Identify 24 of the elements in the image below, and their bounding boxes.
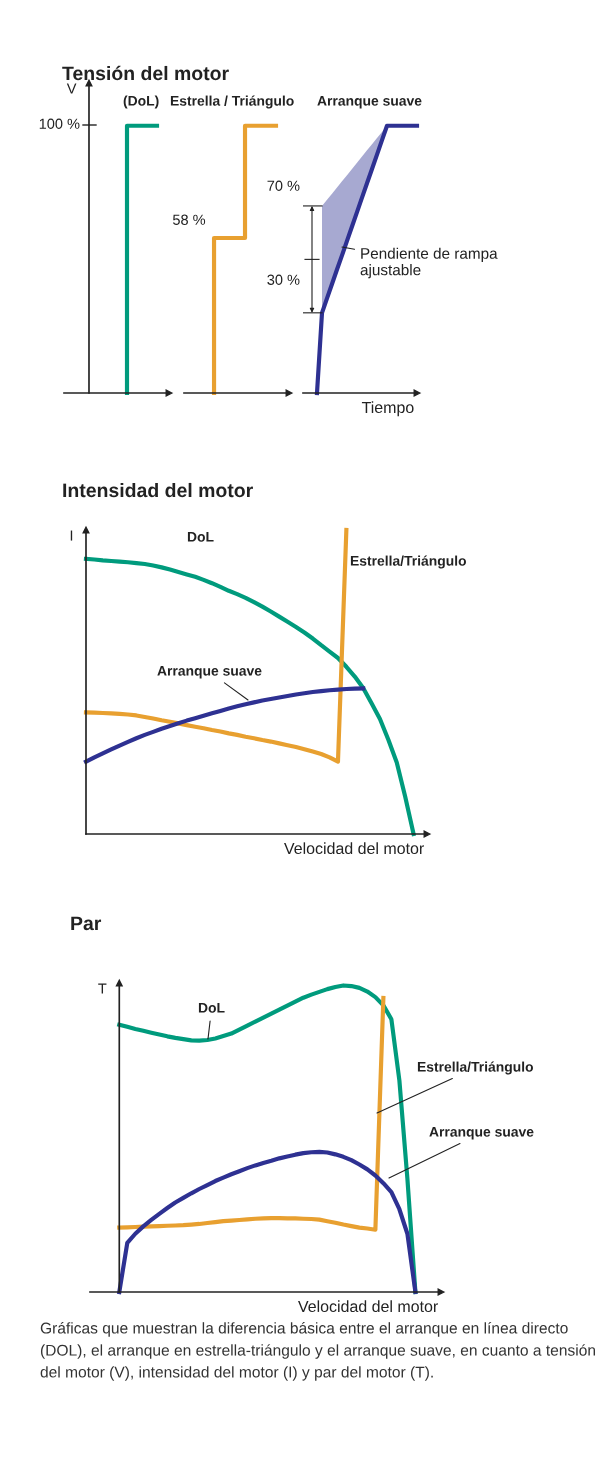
y-axis-title: I — [70, 530, 73, 541]
text: Estrella/Triángulo — [417, 1061, 533, 1075]
chart-title: Intensidad del motor — [63, 482, 253, 498]
y-axis-title: V — [66, 83, 77, 94]
x-axis-title: Tiempo — [361, 401, 414, 417]
text: 100 % — [39, 118, 80, 129]
y-axis-title: T — [98, 983, 107, 994]
chart-title: Par — [71, 916, 102, 931]
annotation: Pendiente de rampa ajustable — [360, 247, 498, 279]
text: Arranque suave — [429, 1127, 534, 1140]
series-label: Arranque suave — [317, 96, 422, 109]
x-axis-title: Velocidad del motor — [284, 842, 424, 855]
series-label: Estrella/Triángulo — [350, 555, 466, 569]
x-axis-title: Velocidad del motor — [298, 1300, 438, 1313]
text: DoL — [187, 532, 214, 542]
annotation: 30 % — [267, 274, 300, 285]
text: Gráficas que muestran la diferencia básica entre el arranque en línea directo (DOL), el arranque en estrella-triángulo y el arranque suave, en cuanto a tensión del motor (V), intensidad del motor (I) y par del motor (T). — [40, 1322, 595, 1381]
series-label: (DoL) — [123, 95, 159, 109]
series-label: Estrella / Triángulo — [170, 95, 294, 109]
series-label: Arranque suave — [157, 666, 262, 679]
annotation: 70 % — [267, 180, 300, 191]
chart-title: Tensión del motor — [62, 65, 229, 81]
annotation: 58 % — [172, 214, 206, 225]
series-label: DoL — [198, 1003, 225, 1013]
